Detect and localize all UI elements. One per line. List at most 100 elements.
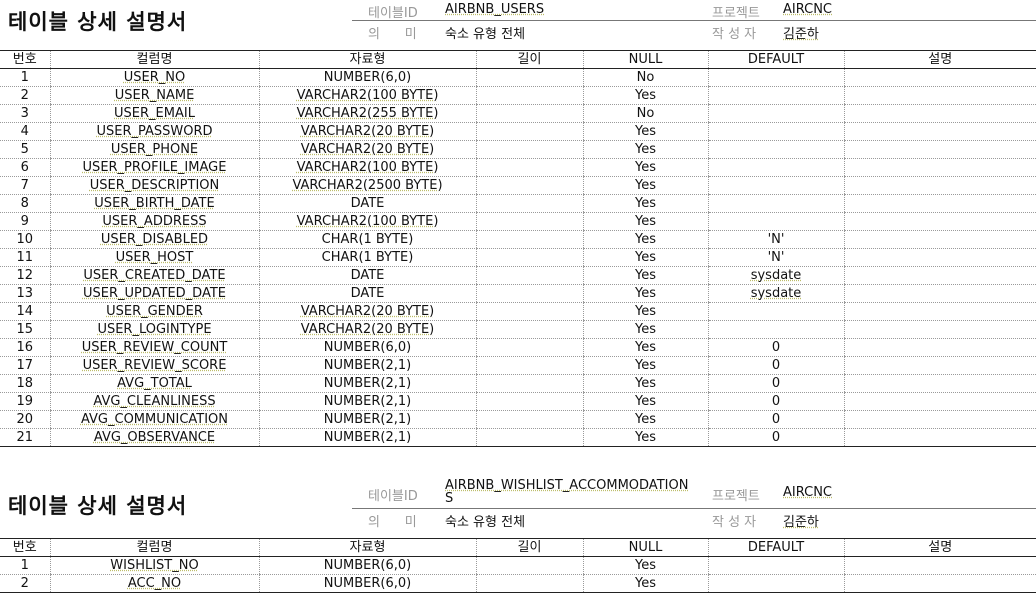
col-column-name-cell: USER_PROFILE_IMAGE	[49, 158, 259, 177]
col-no-cell: 1	[0, 556, 50, 575]
col-data-type-cell: VARCHAR2(20 BYTE)	[258, 302, 476, 321]
doc-title: 테이블 상세 설명서	[8, 494, 188, 518]
table-row: 2 USER_NAME VARCHAR2(100 BYTE) Yes	[0, 86, 1036, 105]
col-no-cell: 12	[0, 266, 50, 285]
col-data-type-cell: DATE	[258, 194, 476, 213]
col-no-cell: 15	[0, 320, 50, 339]
header-col-data-type: 자료형	[258, 50, 476, 69]
col-no-cell: 17	[0, 356, 50, 375]
col-length-cell	[475, 140, 583, 159]
col-description-cell	[843, 176, 1036, 195]
header-col-no: 번호	[0, 50, 50, 69]
col-no-cell: 19	[0, 392, 50, 411]
col-null-cell: Yes	[582, 284, 708, 303]
col-description-cell	[843, 212, 1036, 231]
col-null-cell: Yes	[582, 374, 708, 393]
table-row: 2 ACC_NO NUMBER(6,0) Yes	[0, 574, 1036, 593]
col-no-cell: 1	[0, 68, 50, 87]
col-description-cell	[843, 122, 1036, 141]
col-no-cell: 18	[0, 374, 50, 393]
project-value: AIRCNC	[783, 2, 832, 17]
col-description-cell	[843, 392, 1036, 411]
col-default-cell	[707, 104, 844, 123]
col-column-name-cell: USER_GENDER	[49, 302, 259, 321]
col-no-cell: 3	[0, 104, 50, 123]
col-data-type-cell: VARCHAR2(20 BYTE)	[258, 122, 476, 141]
col-length-cell	[475, 104, 583, 123]
table-row: 3 USER_EMAIL VARCHAR2(255 BYTE) No	[0, 104, 1036, 123]
col-length-cell	[475, 248, 583, 267]
col-description-cell	[843, 338, 1036, 357]
header-col-column-name: 컬럼명	[49, 538, 259, 557]
meta-divider	[352, 508, 1036, 509]
col-description-cell	[843, 230, 1036, 249]
col-null-cell: Yes	[582, 248, 708, 267]
col-null-cell: Yes	[582, 266, 708, 285]
meaning-label: 의 미	[368, 27, 417, 42]
col-length-cell	[475, 230, 583, 249]
col-length-cell	[475, 556, 583, 575]
col-column-name-cell: USER_HOST	[49, 248, 259, 267]
col-column-name-cell: USER_EMAIL	[49, 104, 259, 123]
table-row: 4 USER_PASSWORD VARCHAR2(20 BYTE) Yes	[0, 122, 1036, 141]
table-row: 21 AVG_OBSERVANCE NUMBER(2,1) Yes 0	[0, 428, 1036, 447]
header-col-default: DEFAULT	[707, 538, 844, 557]
col-length-cell	[475, 302, 583, 321]
col-length-cell	[475, 338, 583, 357]
header-col-length: 길이	[475, 538, 583, 557]
col-default-cell	[707, 194, 844, 213]
col-column-name-cell: WISHLIST_NO	[49, 556, 259, 575]
col-null-cell: Yes	[582, 320, 708, 339]
col-column-name-cell: USER_REVIEW_COUNT	[49, 338, 259, 357]
header-col-no: 번호	[0, 538, 50, 557]
col-no-cell: 21	[0, 428, 50, 447]
col-description-cell	[843, 556, 1036, 575]
col-length-cell	[475, 428, 583, 447]
col-null-cell: Yes	[582, 230, 708, 249]
col-null-cell: Yes	[582, 392, 708, 411]
table-row: 5 USER_PHONE VARCHAR2(20 BYTE) Yes	[0, 140, 1036, 159]
col-column-name-cell: USER_PASSWORD	[49, 122, 259, 141]
col-description-cell	[843, 410, 1036, 429]
col-column-name-cell: AVG_OBSERVANCE	[49, 428, 259, 447]
col-no-cell: 2	[0, 86, 50, 105]
table-row: 6 USER_PROFILE_IMAGE VARCHAR2(100 BYTE) Yes	[0, 158, 1036, 177]
col-null-cell: Yes	[582, 212, 708, 231]
col-description-cell	[843, 356, 1036, 375]
table-row: 11 USER_HOST CHAR(1 BYTE) Yes 'N'	[0, 248, 1036, 267]
col-column-name-cell: USER_NAME	[49, 86, 259, 105]
col-default-cell	[707, 140, 844, 159]
col-default-cell: 0	[707, 338, 844, 357]
col-null-cell: Yes	[582, 158, 708, 177]
col-data-type-cell: NUMBER(2,1)	[258, 428, 476, 447]
col-default-cell: 0	[707, 356, 844, 375]
table-row: 19 AVG_CLEANLINESS NUMBER(2,1) Yes 0	[0, 392, 1036, 411]
col-description-cell	[843, 574, 1036, 593]
col-null-cell: No	[582, 104, 708, 123]
col-length-cell	[475, 374, 583, 393]
col-no-cell: 16	[0, 338, 50, 357]
col-default-cell	[707, 574, 844, 593]
meta-divider	[352, 20, 1036, 21]
col-null-cell: Yes	[582, 428, 708, 447]
col-column-name-cell: AVG_COMMUNICATION	[49, 410, 259, 429]
col-column-name-cell: USER_UPDATED_DATE	[49, 284, 259, 303]
col-description-cell	[843, 320, 1036, 339]
col-default-cell: sysdate	[707, 284, 844, 303]
table-row: 1 WISHLIST_NO NUMBER(6,0) Yes	[0, 556, 1036, 575]
table-id-label: 테이블ID	[368, 6, 418, 21]
col-length-cell	[475, 68, 583, 87]
col-description-cell	[843, 284, 1036, 303]
column-spec-table: 번호 컬럼명 자료형 길이 NULL DEFAULT 설명 1 USER_NO NUMBER(6…	[0, 50, 1036, 447]
author-value: 김준하	[783, 515, 819, 530]
col-data-type-cell: VARCHAR2(20 BYTE)	[258, 320, 476, 339]
col-column-name-cell: USER_DISABLED	[49, 230, 259, 249]
col-no-cell: 10	[0, 230, 50, 249]
table-row: 15 USER_LOGINTYPE VARCHAR2(20 BYTE) Yes	[0, 320, 1036, 339]
col-length-cell	[475, 356, 583, 375]
table-spec-2: 테이블 상세 설명서 테이블ID AIRBNB_WISHLIST_ACCOMMO…	[0, 476, 1036, 596]
author-value: 김준하	[783, 27, 819, 42]
col-default-cell: 0	[707, 392, 844, 411]
header-col-null: NULL	[582, 50, 708, 69]
project-label: 프로젝트	[712, 489, 760, 504]
